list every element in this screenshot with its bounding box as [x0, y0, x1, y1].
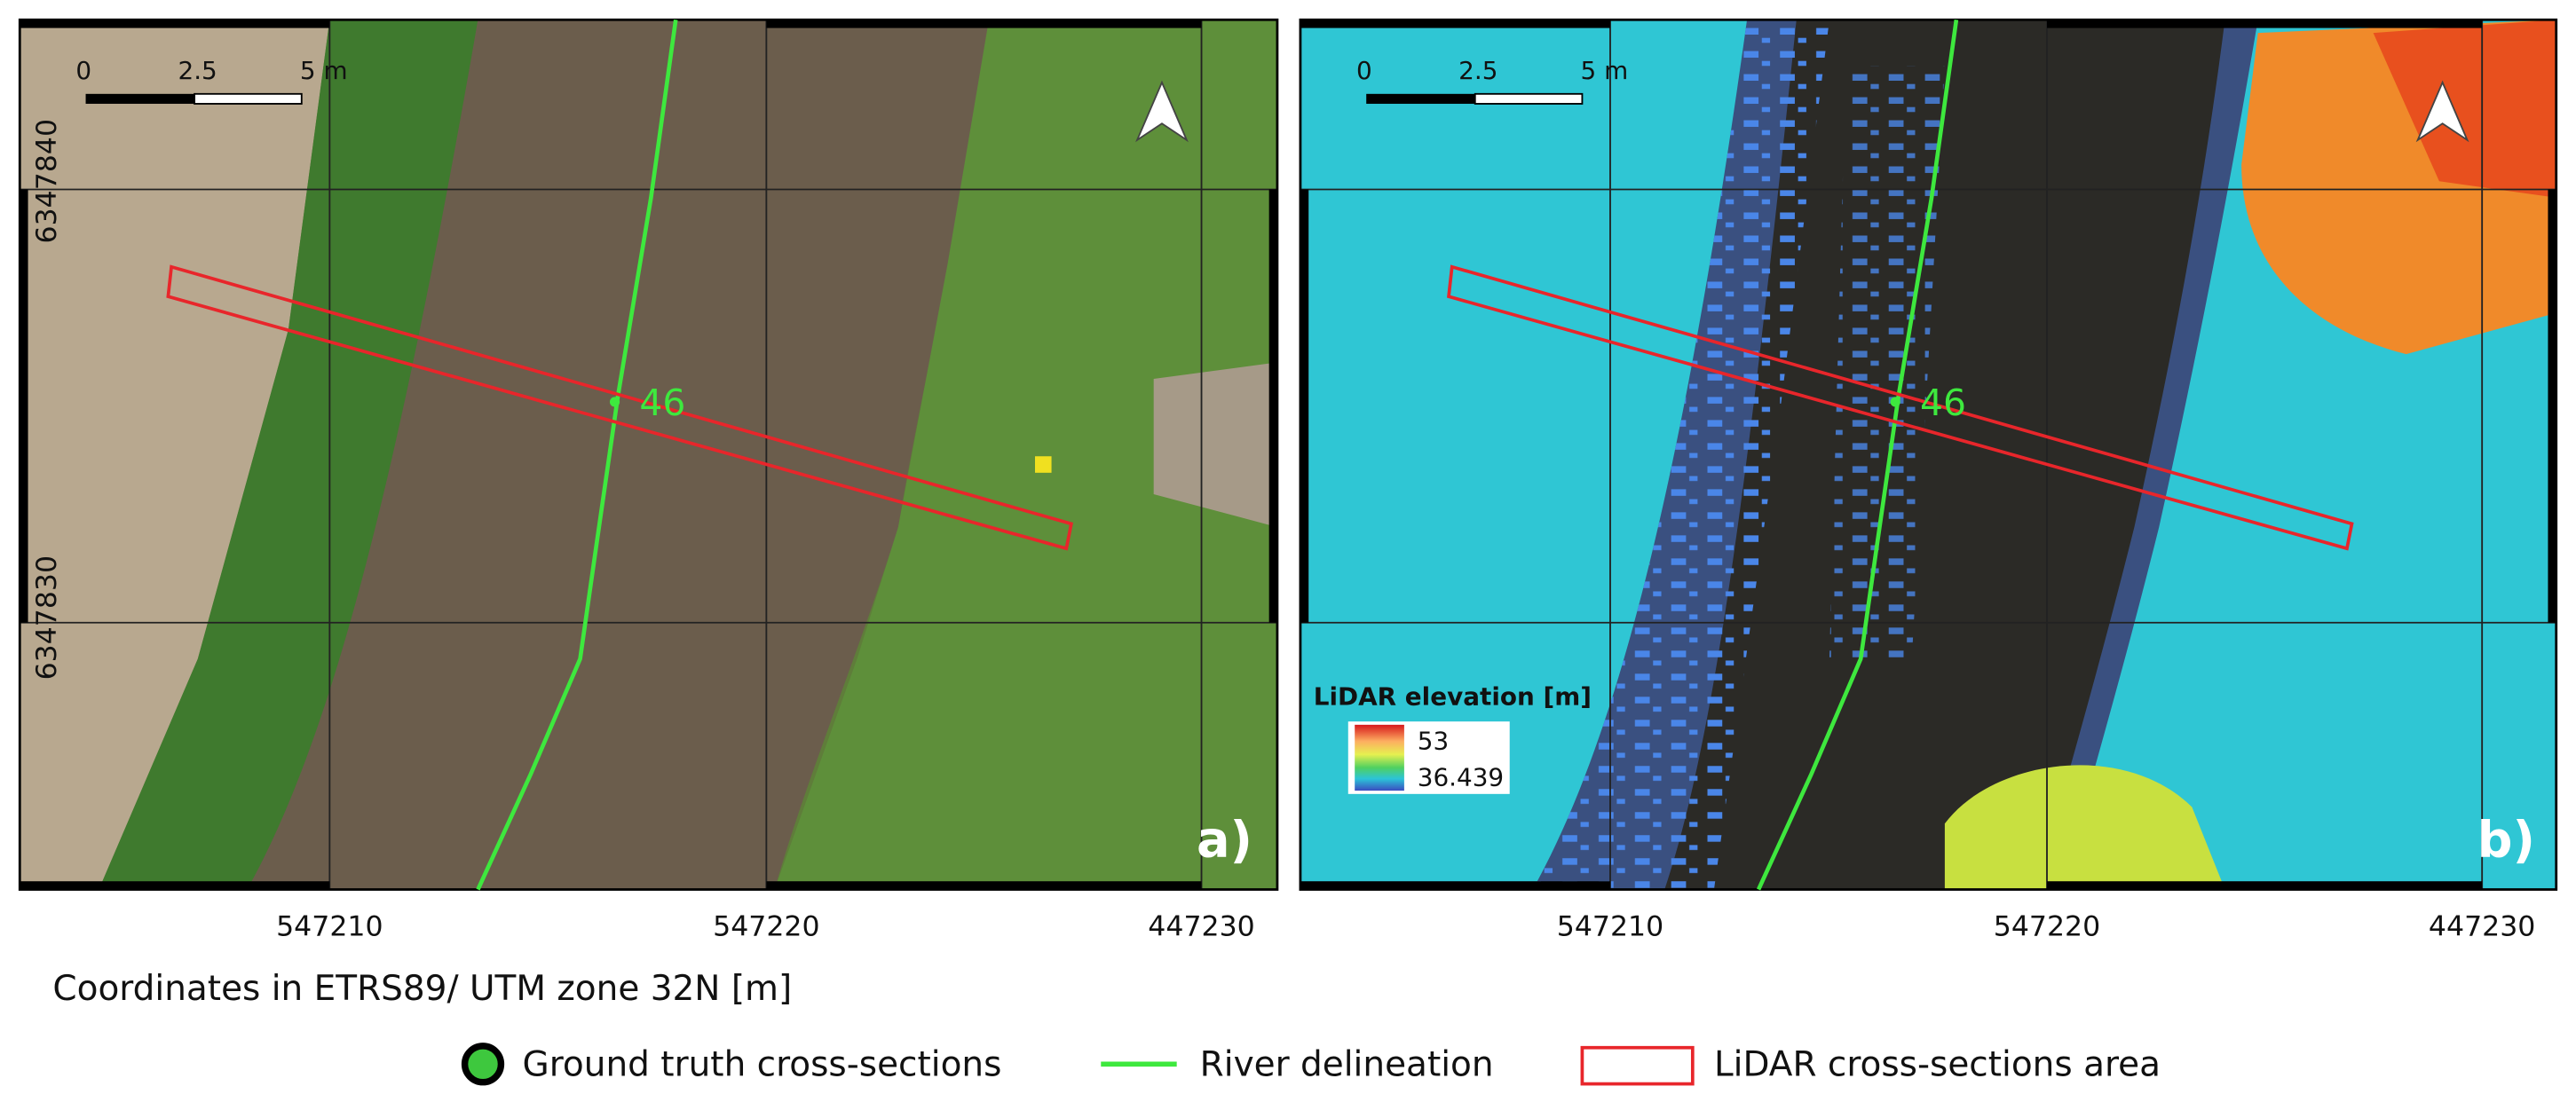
section-id: 46 — [639, 382, 685, 424]
colorbar: LiDAR elevation [m] 53 36.439 — [1314, 682, 1592, 794]
scale-label: 2.5 — [178, 56, 217, 85]
x-label: 447230 — [1148, 910, 1254, 942]
legend: Ground truth cross-sections River deline… — [461, 1043, 2161, 1086]
cross-section-area — [1447, 264, 2354, 551]
river-line — [476, 19, 678, 891]
panel-b-map — [1300, 20, 2556, 890]
frame-ticks — [20, 20, 1277, 890]
coordinates-note: Coordinates in ETRS89/ UTM zone 32N [m] — [52, 969, 792, 1009]
frame-ticks — [1300, 20, 2556, 890]
scale-bar: 0 2.5 5 m — [1356, 56, 1629, 105]
x-label: 547210 — [1557, 910, 1663, 942]
x-label: 547220 — [1994, 910, 2100, 942]
grid-a — [20, 20, 1277, 890]
scale-label: 0 — [1356, 56, 1372, 85]
legend-label: Ground truth cross-sections — [523, 1044, 1002, 1084]
river-line — [1756, 19, 1959, 891]
scale-label: 5 m — [300, 56, 348, 85]
section-id: 46 — [1920, 382, 1966, 424]
colorbar-gradient — [1355, 724, 1404, 791]
cross-section-area — [166, 264, 1074, 551]
y-label: 6347830 — [31, 555, 63, 680]
ground-truth-point — [609, 397, 620, 407]
legend-symbol — [461, 1043, 505, 1086]
y-label: 6347840 — [31, 119, 63, 243]
colorbar-min: 36.439 — [1418, 763, 1504, 792]
north-arrow — [1135, 80, 1189, 143]
scale-bar: 0 2.5 5 m — [75, 56, 348, 105]
x-label: 547220 — [713, 910, 819, 942]
ground-truth-point — [1890, 397, 1900, 407]
scale-label: 0 — [75, 56, 91, 85]
panel-a-map — [20, 20, 1277, 890]
grid-b — [1300, 20, 2556, 890]
legend-symbol — [1580, 1045, 1695, 1086]
scale-label: 5 m — [1581, 56, 1629, 85]
north-arrow — [2415, 80, 2469, 143]
legend-label: LiDAR cross-sections area — [1714, 1044, 2161, 1084]
panel-label: b) — [2477, 811, 2535, 869]
colorbar-max: 53 — [1418, 727, 1449, 756]
panel-label: a) — [1197, 811, 1252, 869]
x-label: 447230 — [2429, 910, 2535, 942]
scale-label: 2.5 — [1458, 56, 1497, 85]
colorbar-title: LiDAR elevation [m] — [1314, 682, 1592, 712]
legend-label: River delineation — [1200, 1044, 1494, 1084]
x-label: 547210 — [276, 910, 383, 942]
